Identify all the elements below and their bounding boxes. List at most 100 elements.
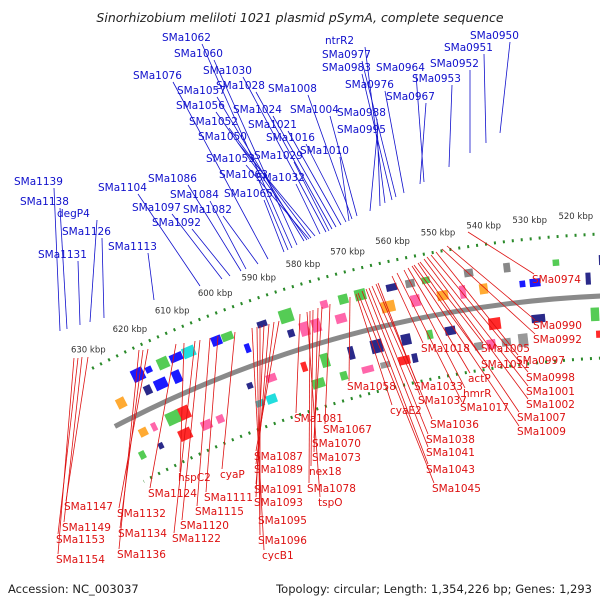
gene-leader-line xyxy=(89,219,98,323)
gene-label: SMa1010 xyxy=(300,145,350,222)
gene-label: SMa0953 xyxy=(412,73,461,168)
kbp-tick-label: 600 kbp xyxy=(198,289,233,299)
gene-leader-line xyxy=(413,264,484,360)
gene-label-text: SMa0977 xyxy=(322,49,371,61)
gene-label: SMa1087 xyxy=(254,320,303,463)
gene-label: actP xyxy=(407,267,491,385)
gene-label: SMa1153 xyxy=(56,357,105,546)
gene-leader-line xyxy=(417,262,520,413)
gene-label: SMa0950 xyxy=(470,30,519,134)
gene-leader-line xyxy=(295,183,321,235)
gene-label-text: SMa0988 xyxy=(337,107,386,119)
gene-label: cycB1 xyxy=(251,327,294,562)
gene-feature-block xyxy=(552,259,560,267)
gene-feature-block xyxy=(436,289,449,302)
gene-label-text: hspC2 xyxy=(178,472,211,484)
gene-label-text: SMa1139 xyxy=(14,176,63,188)
gene-label: SMa1043 xyxy=(361,290,475,476)
gene-leader-line xyxy=(295,313,301,414)
gene-feature-block xyxy=(379,360,392,369)
gene-label-text: SMa1017 xyxy=(460,402,509,414)
gene-label-text: SMa1028 xyxy=(216,80,265,92)
gene-label-text: SMa1045 xyxy=(432,483,481,495)
gene-label-text: SMa1063 xyxy=(219,169,268,181)
gene-label-text: degP4 xyxy=(57,208,90,220)
gene-label: SMa1115 xyxy=(195,337,244,518)
gene-leader-line xyxy=(305,143,347,223)
gene-label: SMa1024 xyxy=(233,104,337,228)
gene-label-text: SMa0951 xyxy=(444,42,493,54)
gene-leader-line xyxy=(407,267,471,374)
gene-label-text: SMa1037 xyxy=(418,395,467,407)
gene-label: SMa1029 xyxy=(254,150,330,232)
gene-label: degP4 xyxy=(57,208,98,323)
gene-label: SMa1086 xyxy=(148,173,242,272)
gene-leader-line xyxy=(403,269,466,389)
figure-title: Sinorhizobium meliloti 1021 plasmid pSym… xyxy=(96,10,504,25)
gene-leader-line xyxy=(173,340,196,534)
gene-label: SMa1097 xyxy=(132,202,223,280)
gene-feature-block xyxy=(444,325,457,336)
gene-leader-line xyxy=(221,331,236,470)
gene-label-text: SMa1104 xyxy=(98,182,147,194)
gene-leader-line xyxy=(369,135,378,212)
gene-feature-block xyxy=(170,369,184,385)
gene-label: SMa1060 xyxy=(174,48,298,246)
gene-label-text: SMa1010 xyxy=(300,145,349,157)
gene-label-text: SMa1087 xyxy=(254,451,303,463)
gene-label: SMa1131 xyxy=(38,249,87,326)
gene-label-text: SMa1073 xyxy=(312,452,361,464)
gene-label-text: SMa1008 xyxy=(268,83,317,95)
gene-label-text: SMa0998 xyxy=(526,372,575,384)
gene-leader-line xyxy=(430,254,529,373)
gene-label-text: cyaE2 xyxy=(390,405,422,417)
gene-leader-line xyxy=(415,73,425,183)
kbp-tick-label: 540 kbp xyxy=(466,221,501,231)
gene-label: SMa1138 xyxy=(20,196,69,330)
gene-leader-line xyxy=(118,349,140,550)
gene-leader-line xyxy=(357,292,435,484)
gene-leader-line xyxy=(361,290,429,465)
gene-leader-line xyxy=(364,46,386,204)
gene-leader-line xyxy=(419,102,427,185)
gene-leader-line xyxy=(147,252,155,301)
gene-label: SMa1082 xyxy=(183,204,259,265)
gene-leader-line xyxy=(209,200,247,270)
gene-label-text: SMa1136 xyxy=(117,549,166,561)
gene-label-text: SMa0983 xyxy=(322,62,371,74)
gene-leader-line xyxy=(222,215,259,265)
gene-label-text: SMa1086 xyxy=(148,173,197,185)
gene-feature-block xyxy=(585,272,592,285)
gene-label: SMa0964 xyxy=(376,62,425,183)
gene-feature-block xyxy=(517,333,529,348)
gene-label-text: SMa1089 xyxy=(254,464,303,476)
gene-label-text: SMa0995 xyxy=(337,124,386,136)
genome-backbone xyxy=(113,293,600,429)
gene-label-text: SMa1076 xyxy=(133,70,182,82)
gene-label-text: SMa1016 xyxy=(266,132,315,144)
gene-label-text: SMa1001 xyxy=(526,386,575,398)
gene-label: SMa0997 xyxy=(435,251,565,367)
gene-label-text: SMa1147 xyxy=(64,501,113,513)
gene-label-text: SMa1057 xyxy=(177,85,226,97)
gene-leader-line xyxy=(361,60,397,198)
gene-label-text: SMa1149 xyxy=(62,522,111,534)
gene-leader-line xyxy=(329,115,358,217)
gene-feature-block xyxy=(411,352,419,364)
gene-label: SMa1092 xyxy=(152,217,231,277)
gene-label-text: SMa1111 xyxy=(204,492,253,504)
gene-leader-line xyxy=(263,199,285,253)
gene-label-text: SMa1124 xyxy=(148,488,197,500)
gene-label: SMa1067 xyxy=(323,303,372,436)
gene-label-text: SMa1032 xyxy=(256,172,305,184)
gene-label: SMa1104 xyxy=(98,182,201,287)
gene-label: SMa1050 xyxy=(198,131,316,237)
gene-label-text: cycB1 xyxy=(262,550,294,562)
gene-label: SMa1147 xyxy=(64,356,113,513)
gene-label-text: SMa1053 xyxy=(206,153,255,165)
gene-feature-block xyxy=(346,345,356,361)
gene-leader-line xyxy=(179,342,185,473)
gene-leader-line xyxy=(391,275,424,344)
gene-label-text: SMa1007 xyxy=(517,412,566,424)
